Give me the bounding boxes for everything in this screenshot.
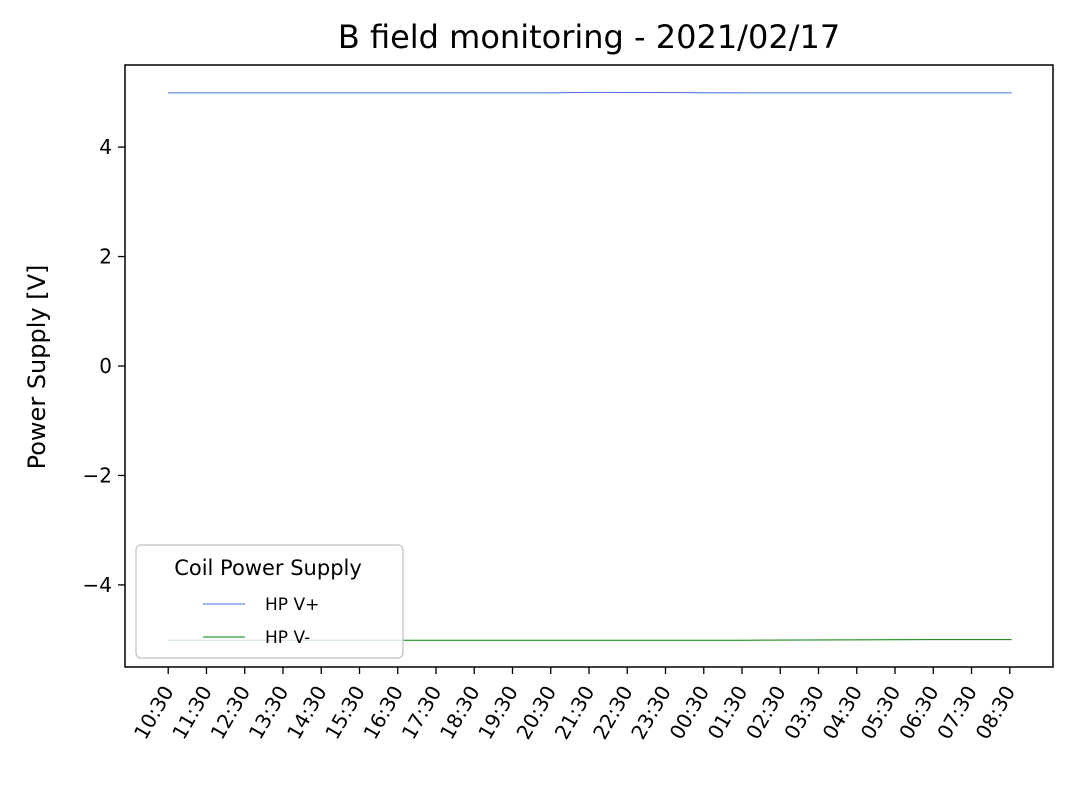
legend-label-hp-v-minus: HP V- (265, 628, 310, 648)
chart-title: B field monitoring - 2021/02/17 (338, 18, 840, 56)
legend-title: Coil Power Supply (174, 556, 362, 580)
y-tick-label: −4 (83, 573, 112, 597)
y-tick-label: 0 (99, 354, 112, 378)
y-tick-label: 2 (99, 245, 112, 269)
y-tick-label: 4 (99, 135, 112, 159)
y-axis: −4 −2 0 2 4 (83, 135, 125, 597)
legend-box (135, 544, 404, 659)
series-line-hp-vplus (168, 91, 1012, 94)
legend-label-hp-v-plus: HP V+ (265, 595, 319, 615)
legend: Coil Power Supply HP V+ HP V- (135, 544, 404, 659)
y-tick-label: −2 (83, 463, 112, 487)
y-axis-label: Power Supply [V] (23, 265, 51, 470)
